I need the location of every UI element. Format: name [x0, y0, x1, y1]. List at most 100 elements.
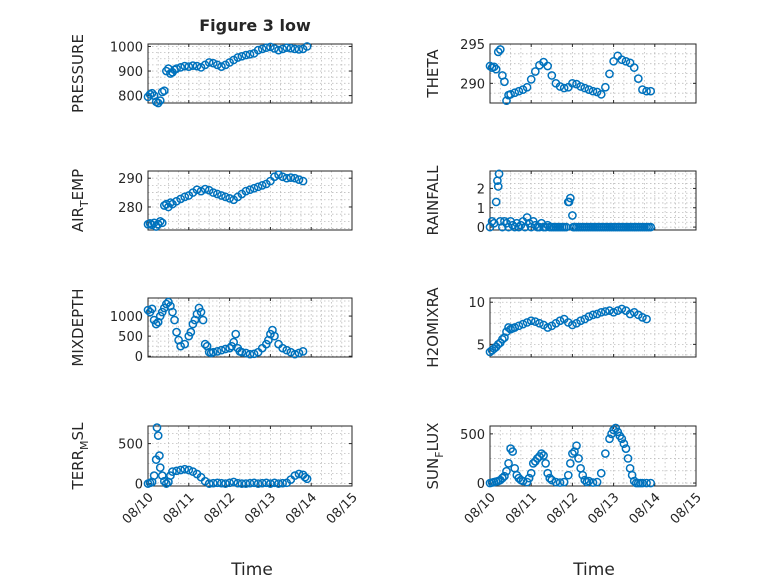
data-point	[196, 307, 206, 317]
data-point	[204, 479, 214, 488]
data-point	[155, 451, 164, 460]
y-tick-label: 0	[477, 221, 485, 236]
data-point	[522, 318, 532, 327]
data-point	[625, 309, 635, 319]
plot-frame	[147, 170, 353, 231]
data-point	[588, 86, 598, 96]
data-point	[188, 61, 198, 70]
data-point	[584, 312, 594, 321]
data-point	[153, 431, 163, 440]
x-tick-label: 08/15	[668, 490, 705, 527]
data-point	[213, 347, 222, 356]
data-point	[208, 188, 218, 197]
data-point	[541, 222, 550, 232]
data-point	[565, 459, 575, 468]
data-point	[225, 193, 234, 203]
y-tick-label: 290	[118, 172, 143, 187]
data-point	[159, 86, 169, 96]
data-point	[568, 449, 577, 458]
data-point	[642, 86, 651, 96]
data-point	[162, 479, 171, 488]
data-point	[617, 55, 627, 65]
data-point	[241, 50, 251, 60]
y-axis-label: SUNFLUX	[424, 423, 446, 490]
y-tick-label: 500	[118, 330, 143, 345]
data-point	[547, 475, 557, 485]
data-point	[646, 478, 656, 488]
data-point	[200, 339, 210, 349]
data-point	[621, 444, 631, 453]
data-point	[500, 216, 509, 226]
y-tick-label: 280	[118, 201, 143, 216]
data-point	[559, 83, 569, 93]
data-point	[225, 343, 234, 353]
data-point	[629, 63, 639, 72]
data-point	[180, 61, 190, 71]
data-point	[494, 169, 504, 179]
data-point	[572, 441, 581, 451]
x-tick-label: 08/12	[544, 490, 581, 527]
data-point	[208, 478, 218, 488]
data-point	[559, 477, 569, 487]
data-point	[172, 466, 181, 476]
plot-frame	[489, 297, 697, 358]
data-point	[237, 51, 247, 61]
data-point	[176, 341, 185, 351]
data-point	[302, 42, 312, 51]
data-point	[514, 222, 524, 232]
data-point	[253, 182, 263, 192]
data-point	[274, 45, 283, 55]
data-point	[487, 216, 497, 226]
data-point	[508, 447, 518, 456]
data-point	[510, 88, 520, 98]
data-point	[149, 471, 159, 480]
data-point	[245, 49, 255, 59]
subplot-terr-msl: 08/10 08/11 08/12 08/13 08/14 08/15 0 500 TERRMS…	[69, 422, 361, 527]
data-point	[237, 347, 247, 357]
data-point	[172, 327, 181, 337]
data-point	[286, 43, 296, 53]
data-point	[564, 197, 574, 207]
data-point	[172, 64, 181, 73]
data-point	[621, 56, 631, 66]
data-point	[578, 470, 588, 480]
data-point	[241, 348, 251, 358]
data-point	[580, 475, 590, 485]
plot-frame	[147, 297, 353, 358]
y-axis-label: RAINFALL	[424, 165, 442, 236]
subplot-air-temp: 280 290 AIRTEMP	[69, 169, 353, 232]
data-point	[229, 337, 239, 347]
data-point	[221, 479, 230, 488]
x-axis-label-left: Time	[230, 560, 273, 580]
data-point	[551, 477, 561, 487]
y-tick-label: 0	[135, 350, 143, 365]
data-point	[270, 478, 279, 488]
data-point	[537, 449, 546, 458]
data-point	[147, 88, 157, 98]
data-point	[568, 78, 577, 88]
data-point	[282, 345, 292, 355]
data-point	[504, 222, 513, 232]
data-point	[274, 170, 283, 180]
data-point	[298, 347, 308, 356]
data-point	[249, 183, 259, 193]
y-tick-label: 500	[118, 438, 143, 453]
data-point	[282, 43, 292, 53]
y-tick-label: 10	[468, 296, 485, 311]
data-point	[623, 454, 633, 463]
data-point	[588, 478, 598, 487]
data-point	[300, 472, 310, 482]
data-point	[638, 85, 647, 94]
figure-title: Figure 3 low	[199, 16, 311, 35]
data-point	[257, 478, 267, 488]
data-point	[286, 347, 296, 357]
x-tick-label: 08/11	[161, 490, 198, 527]
data-point	[563, 470, 573, 480]
data-point	[217, 191, 226, 200]
data-point	[555, 478, 565, 487]
data-point	[642, 314, 651, 324]
data-point	[213, 189, 222, 199]
data-point	[526, 468, 536, 478]
data-point	[646, 222, 656, 232]
data-point	[605, 69, 614, 79]
